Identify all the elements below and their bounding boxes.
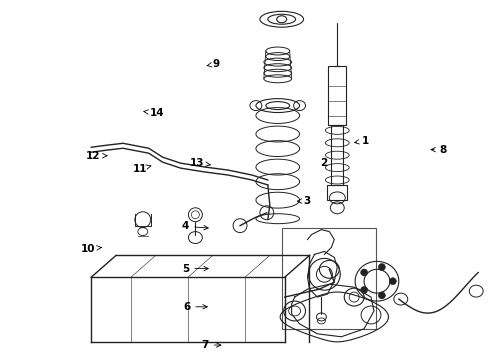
Text: 14: 14 <box>144 108 165 118</box>
Text: 13: 13 <box>190 158 210 168</box>
Bar <box>328 66 346 125</box>
Ellipse shape <box>378 292 385 299</box>
Text: 5: 5 <box>182 264 208 274</box>
Text: 2: 2 <box>320 158 327 168</box>
Bar <box>282 228 376 329</box>
Text: 6: 6 <box>183 302 207 312</box>
Text: 3: 3 <box>297 196 311 206</box>
Text: 7: 7 <box>201 340 221 350</box>
Text: 1: 1 <box>355 136 369 146</box>
Text: 11: 11 <box>133 163 151 174</box>
Bar <box>331 125 343 185</box>
Bar <box>327 185 347 200</box>
Ellipse shape <box>361 287 368 293</box>
Text: 9: 9 <box>207 59 220 69</box>
Text: 10: 10 <box>81 244 101 253</box>
Ellipse shape <box>390 278 396 285</box>
Text: 8: 8 <box>431 145 447 155</box>
Text: 12: 12 <box>86 151 107 161</box>
Ellipse shape <box>378 264 385 270</box>
Text: 4: 4 <box>182 221 208 231</box>
Ellipse shape <box>361 269 368 276</box>
